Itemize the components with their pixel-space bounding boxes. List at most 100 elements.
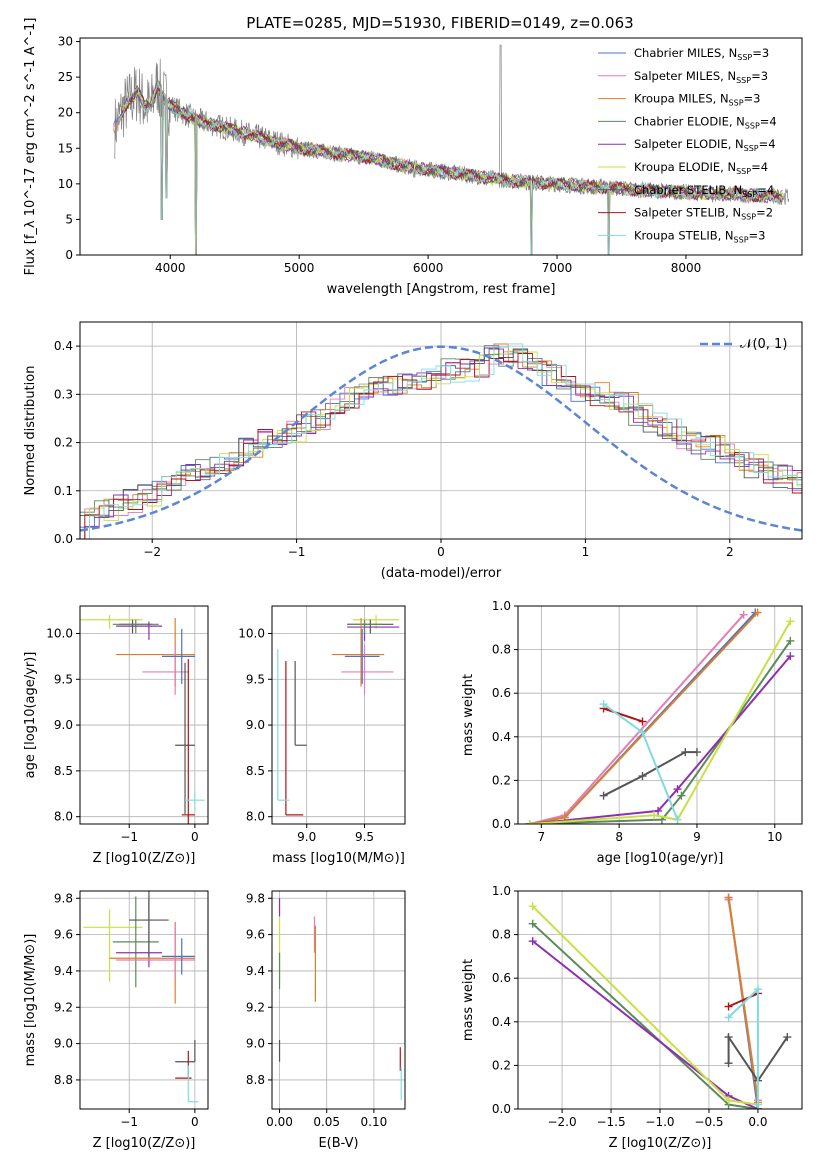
legend-value: =3 xyxy=(751,69,768,83)
y-axis-label: age [log10(age/yr)] xyxy=(23,652,38,779)
y-tick-label: 8.0 xyxy=(246,810,265,824)
residuals-legend: 𝒩(0, 1) xyxy=(700,337,787,352)
model-spectrum-line xyxy=(121,78,784,255)
y-tick-label: 0.2 xyxy=(54,436,73,450)
y-tick-label: 0.4 xyxy=(54,339,73,353)
x-tick-label: −2 xyxy=(143,545,161,559)
x-tick-label: 7000 xyxy=(542,261,573,275)
x-tick-label: −0.5 xyxy=(694,1115,723,1129)
y-tick-label: 9.6 xyxy=(54,928,73,942)
errorbar-point xyxy=(294,660,307,746)
axes-frame xyxy=(271,605,406,825)
legend-subscript: SSP xyxy=(729,99,744,108)
errorbar-point xyxy=(175,662,195,814)
errorbar-point xyxy=(181,659,195,824)
y-tick-label: 0 xyxy=(65,248,73,262)
y-tick-label: 0.0 xyxy=(492,1102,511,1116)
weight-series-line xyxy=(529,655,792,824)
histogram-step xyxy=(80,345,802,539)
legend-value: =4 xyxy=(760,114,777,128)
weight-marker xyxy=(528,919,537,928)
weight-marker xyxy=(753,985,762,994)
y-axis-label: mass weight xyxy=(461,959,476,1041)
x-axis-label: E(B-V) xyxy=(318,1136,358,1151)
weight-series-line xyxy=(727,1033,789,1083)
weight-marker xyxy=(638,728,647,737)
x-tick-label: −1.0 xyxy=(645,1115,674,1129)
errorbar-point xyxy=(175,1039,196,1063)
axes-frame xyxy=(79,890,209,1110)
y-tick-label: 0.4 xyxy=(492,730,511,744)
x-tick-label: 10 xyxy=(767,830,782,844)
y-tick-label: 25 xyxy=(58,70,73,84)
weight-marker xyxy=(525,820,534,824)
axes-frame xyxy=(271,890,406,1110)
x-tick-label: 0.10 xyxy=(361,1115,388,1129)
weight-marker xyxy=(673,815,682,824)
errorbar-point xyxy=(185,791,205,810)
panels: 4000 5000 6000 7000 8000051015202530waveleng… xyxy=(23,18,803,1151)
y-tick-label: 0.8 xyxy=(492,643,511,657)
x-tick-label: 0 xyxy=(191,1115,199,1129)
weight-marker xyxy=(724,893,733,902)
x-tick-label: 0 xyxy=(191,830,199,844)
weight-series-line xyxy=(603,707,643,723)
weight-marker xyxy=(638,772,647,781)
weight-marker xyxy=(692,748,701,757)
y-axis-label: mass [log10(M/M⊙)] xyxy=(23,934,38,1067)
x-tick-label: 0 xyxy=(437,545,445,559)
weight-marker xyxy=(599,791,608,800)
weight-marker xyxy=(724,1002,733,1011)
x-tick-label: 6000 xyxy=(413,261,444,275)
errorbar-point xyxy=(116,621,163,640)
weight-marker xyxy=(786,652,795,661)
x-axis-label: wavelength [Angstrom, rest frame] xyxy=(327,282,556,297)
mass-vs-Z-panel: −1 0 8.8 9.0 9.2 9.4 9.6 9.8 Z [log10(Z/Z⊙)] mass… xyxy=(23,890,209,1151)
y-tick-label: 9.0 xyxy=(54,718,73,732)
x-axis-label: age [log10(age/yr)] xyxy=(597,851,724,866)
mass-vs-ebv-panel: 0.00 0.05 0.10 8.8 9.0 9.2 9.4 9.6 9.8 E(B-V) xyxy=(246,890,406,1151)
residuals-plot-area xyxy=(80,343,802,539)
y-tick-label: 0.0 xyxy=(492,817,511,831)
legend-value: =3 xyxy=(744,92,761,106)
y-tick-label: 9.4 xyxy=(246,964,265,978)
y-tick-label: 15 xyxy=(58,141,73,155)
weight-vs-age-panel: 7 8 9 10 0.0 0.2 0.4 0.6 0.8 1.0 age [log10(age/yr… xyxy=(461,599,803,866)
weight-marker xyxy=(753,608,762,617)
y-tick-label: 8.8 xyxy=(246,1073,265,1087)
legend-subscript: SSP xyxy=(745,121,760,130)
errorbar-point xyxy=(112,896,159,988)
y-tick-label: 9.0 xyxy=(54,1037,73,1051)
spectrum-legend: Chabrier MILES, NSSP=3 Salpeter MILES, NS… xyxy=(598,46,777,244)
x-axis-label: mass [log10(M/M⊙)] xyxy=(272,851,405,866)
grid xyxy=(272,891,405,1109)
y-tick-label: 0.6 xyxy=(492,971,511,985)
y-tick-label: 9.0 xyxy=(246,1037,265,1051)
errorbar-point xyxy=(277,649,290,801)
legend-label: Chabrier ELODIE, NSSP=4 xyxy=(634,114,777,130)
x-tick-label: 1 xyxy=(582,545,590,559)
y-axis-label: Normed distribution xyxy=(23,366,38,496)
x-tick-label: 9.0 xyxy=(297,830,316,844)
weight-marker xyxy=(753,1100,762,1109)
y-axis-label: Flux [f_λ 10^-17 erg cm^-2 s^-1 A^-1] xyxy=(23,18,38,276)
errorbar-point xyxy=(162,628,195,684)
y-tick-label: 8.5 xyxy=(54,764,73,778)
grid xyxy=(272,606,405,824)
legend-value: =2 xyxy=(756,206,773,220)
errorbar-point xyxy=(285,660,304,816)
y-tick-label: 20 xyxy=(58,106,73,120)
legend-label: Salpeter STELIB, NSSP=2 xyxy=(634,206,773,222)
weight-marker xyxy=(724,1033,733,1042)
y-tick-label: 0.0 xyxy=(54,532,73,546)
weight-marker xyxy=(599,700,608,709)
y-tick-label: 9.5 xyxy=(246,672,265,686)
mass-vs-Z-plot-area xyxy=(83,891,199,1103)
normal-curve xyxy=(80,345,802,532)
y-tick-label: 9.2 xyxy=(54,1000,73,1014)
weight-vs-Z-plot-area xyxy=(528,893,792,1109)
x-axis-label: Z [log10(Z/Z⊙)] xyxy=(93,1136,196,1151)
errorbar-point xyxy=(80,615,143,629)
legend-subscript: SSP xyxy=(736,167,751,176)
